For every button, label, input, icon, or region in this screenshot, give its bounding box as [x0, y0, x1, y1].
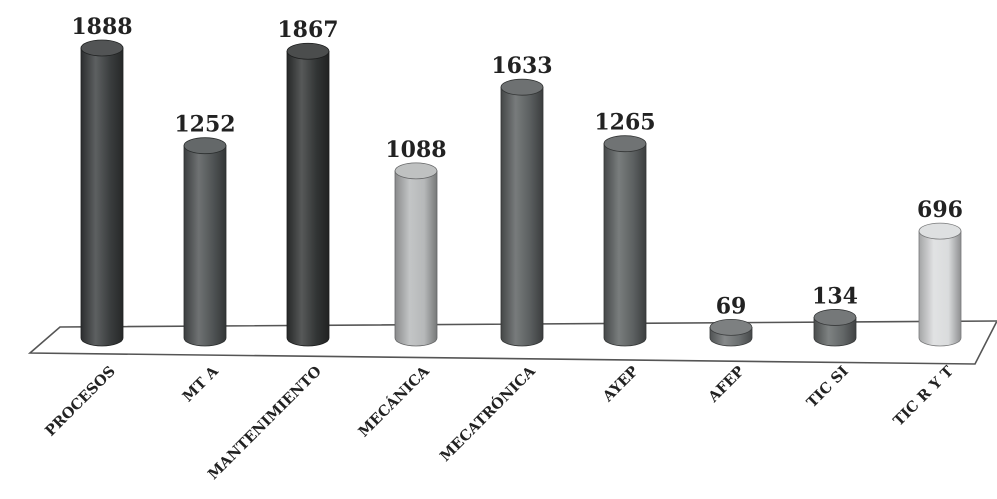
bar-top [709, 319, 753, 336]
value-label: 69 [716, 293, 747, 319]
category-label: MECÁNICA [355, 362, 434, 441]
bar-body [286, 50, 330, 347]
value-labels-layer: 1888 1252 1867 1088 1633 1265 69 134 696 [71, 14, 963, 319]
bar-top [80, 39, 124, 57]
bar-tic-r-y-t [918, 222, 962, 347]
bar-afep [709, 319, 753, 347]
bars-layer [80, 39, 962, 347]
bar-body [918, 230, 962, 347]
bar-mecánica [394, 162, 438, 347]
category-label: MANTENIMIENTO [205, 363, 325, 483]
bar-top [183, 137, 227, 155]
category-label: PROCESOS [42, 363, 119, 440]
bar-top [813, 309, 857, 326]
category-label: TIC R Y T [890, 363, 957, 430]
bar-ayep [603, 135, 647, 347]
bar-procesos [80, 39, 124, 347]
bar-body [80, 47, 124, 347]
bar-top [394, 162, 438, 180]
bar-top [286, 42, 330, 60]
value-label: 1088 [385, 137, 446, 163]
bar-body [394, 170, 438, 347]
category-label: MECATRÓNICA [436, 362, 539, 465]
bar-top [500, 78, 544, 96]
bar-mecatrónica [500, 78, 544, 347]
bar-mt-a [183, 137, 227, 347]
value-label: 1633 [491, 53, 552, 79]
category-label: TIC SI [803, 363, 852, 412]
value-label: 1888 [71, 14, 132, 40]
bar-top [918, 222, 962, 240]
value-label: 1252 [174, 112, 235, 138]
category-label: AFEP [704, 363, 748, 407]
value-label: 1867 [277, 17, 338, 43]
bar-top [603, 135, 647, 153]
category-label: MT A [179, 362, 222, 405]
bar-body [603, 143, 647, 347]
value-label: 134 [812, 283, 858, 309]
value-label: 696 [917, 197, 963, 223]
bar-body [500, 86, 544, 347]
bar-tic-si [813, 309, 857, 347]
value-label: 1265 [594, 110, 655, 136]
category-label: AYEP [599, 363, 642, 406]
bar-mantenimiento [286, 42, 330, 347]
bar-body [183, 145, 227, 347]
